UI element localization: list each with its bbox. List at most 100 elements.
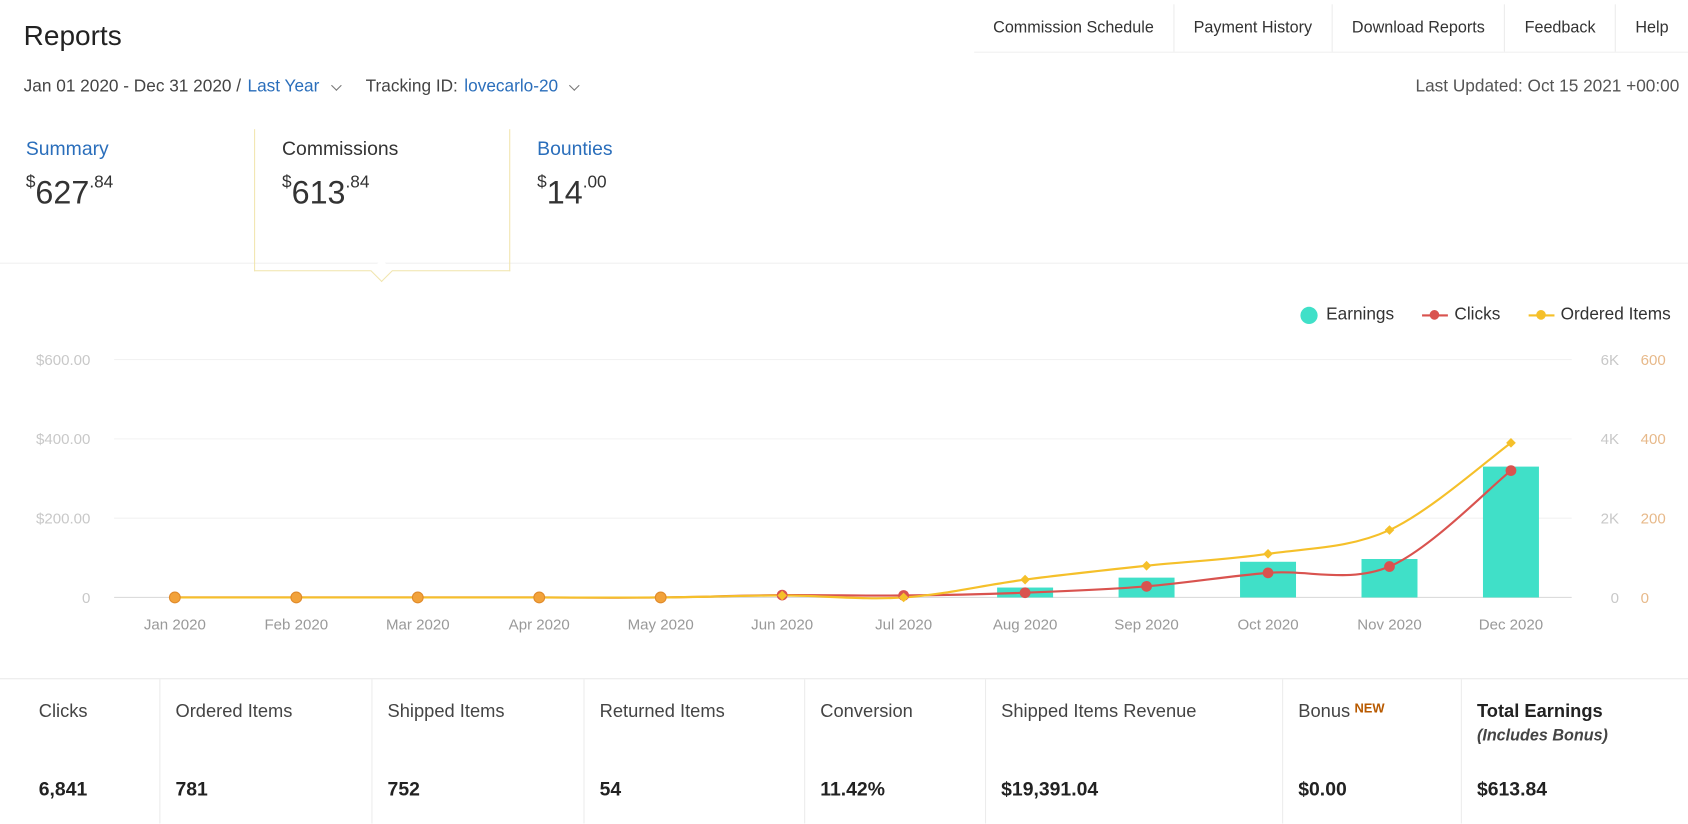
y-left-tick-label: $400.00 [36, 431, 90, 448]
nav-payment-history[interactable]: Payment History [1173, 4, 1331, 52]
nav-download-reports[interactable]: Download Reports [1331, 4, 1504, 52]
stat-label: Shipped Items [387, 700, 505, 722]
summary-cents: .84 [89, 173, 114, 192]
clicks-line-icon [1422, 309, 1448, 322]
tile-summary-value: $627.84 [25, 173, 241, 212]
stat-label: Returned Items [599, 700, 725, 722]
stat-shipped-items: Shipped Items 752 [371, 679, 583, 824]
stat-value: $0.00 [1298, 778, 1347, 800]
chevron-down-icon[interactable] [330, 79, 342, 91]
clicks-line [174, 469, 1512, 599]
x-tick-label: May 2020 [628, 617, 694, 634]
new-badge: NEW [1354, 700, 1385, 716]
stat-clicks: Clicks 6,841 [0, 679, 159, 823]
overlap-point [533, 591, 546, 604]
ordered-items-line [174, 441, 1512, 600]
commissions-cents: .84 [345, 173, 370, 192]
x-tick-label: Apr 2020 [509, 617, 570, 634]
legend-clicks[interactable]: Clicks [1422, 306, 1500, 325]
tile-commissions[interactable]: Commissions $613.84 [254, 129, 511, 283]
ordered-line-icon [1528, 309, 1555, 322]
x-tick-label: Jul 2020 [875, 617, 932, 634]
legend-ordered[interactable]: Ordered Items [1528, 305, 1671, 325]
tracking-id-dropdown[interactable]: lovecarlo-20 [464, 77, 559, 96]
currency-symbol: $ [537, 173, 547, 192]
ordered-items-point [1384, 525, 1395, 535]
tile-summary-label[interactable]: Summary [25, 137, 109, 160]
y-right-ordered-tick-label: 200 [1641, 511, 1666, 528]
tile-bounties-label[interactable]: Bounties [537, 137, 613, 160]
tile-commissions-label: Commissions [282, 137, 399, 160]
clicks-point [1262, 567, 1274, 579]
earnings-dot-icon [1300, 306, 1318, 325]
stat-conversion: Conversion 11.42% [804, 679, 985, 824]
bounties-cents: .00 [582, 173, 607, 192]
stat-label: Clicks [38, 700, 88, 722]
tile-bounties[interactable]: Bounties $14.00 [537, 129, 752, 269]
stat-returned-items: Returned Items 54 [583, 679, 804, 824]
filter-row: Jan 01 2020 - Dec 31 2020 / Last Year Tr… [24, 78, 596, 97]
x-tick-label: Jun 2020 [751, 617, 813, 634]
earnings-bar [1482, 466, 1539, 598]
last-updated: Last Updated: Oct 15 2021 +00:00 [1415, 77, 1680, 96]
nav-help[interactable]: Help [1614, 4, 1688, 52]
stat-value: $19,391.04 [1001, 778, 1099, 800]
stat-value: 781 [175, 778, 208, 800]
legend-earnings-label: Earnings [1326, 305, 1395, 325]
nav-feedback[interactable]: Feedback [1504, 4, 1615, 52]
tile-bounties-value: $14.00 [537, 173, 752, 212]
x-tick-label: Feb 2020 [264, 617, 328, 634]
legend-earnings[interactable]: Earnings [1300, 306, 1394, 325]
ordered-items-point [1263, 548, 1273, 559]
stat-shipped-revenue: Shipped Items Revenue $19,391.04 [984, 679, 1282, 824]
y-right-ordered-tick-label: 400 [1641, 431, 1666, 448]
ordered-items-point [1141, 560, 1152, 571]
clicks-point [1019, 587, 1031, 599]
stat-total-earnings: Total Earnings (Includes Bonus) $613.84 [1460, 679, 1688, 824]
overlap-point [168, 591, 181, 604]
y-right-ordered-tick-label: 600 [1641, 352, 1666, 369]
stat-value: 54 [599, 778, 622, 800]
chevron-down-icon[interactable] [569, 79, 581, 91]
overlap-point [654, 591, 667, 604]
stat-bonus: Bonus NEW $0.00 [1282, 679, 1461, 824]
earnings-bar [1240, 561, 1297, 598]
y-right-clicks-tick-label: 2K [1601, 511, 1619, 528]
y-right-clicks-tick-label: 4K [1601, 431, 1619, 448]
stat-label: Conversion [820, 700, 913, 722]
summary-tiles: Summary $627.84 Commissions $613.84 Boun… [0, 129, 1688, 283]
top-nav: Commission Schedule Payment History Down… [973, 4, 1688, 53]
stats-bar: Clicks 6,841 Ordered Items 781 Shipped I… [0, 678, 1688, 824]
chart-legend: Earnings Clicks Ordered Items [1272, 305, 1671, 325]
x-tick-label: Oct 2020 [1237, 617, 1298, 634]
stat-sublabel: (Includes Bonus) [1476, 726, 1608, 745]
earnings-chart: 0 $200.00 $400.00 $600.00 0 2K 4K 6K 0 200 400 600 J… [36, 352, 1666, 634]
y-left-tick-label: $200.00 [36, 511, 90, 528]
clicks-point [1141, 580, 1152, 592]
page-title: Reports [23, 19, 122, 52]
stat-value: 752 [387, 778, 420, 800]
x-tick-label: Aug 2020 [993, 617, 1058, 634]
x-tick-label: Dec 2020 [1479, 617, 1543, 634]
stat-value: 6,841 [38, 778, 88, 800]
bounties-dollars: 14 [546, 175, 583, 211]
y-right-clicks-tick-label: 6K [1601, 352, 1619, 369]
x-tick-label: Nov 2020 [1357, 617, 1421, 634]
clicks-point [1505, 465, 1517, 476]
date-range: Jan 01 2020 - Dec 31 2020 / [23, 77, 242, 96]
stat-value: $613.84 [1476, 778, 1548, 800]
period-dropdown[interactable]: Last Year [247, 77, 320, 96]
ordered-items-point [1020, 574, 1030, 585]
y-left-tick-label: $600.00 [36, 352, 90, 369]
currency-symbol: $ [282, 173, 292, 192]
stat-value: 11.42% [820, 778, 885, 800]
stat-ordered-items: Ordered Items 781 [159, 679, 371, 824]
tile-commissions-value: $613.84 [282, 173, 509, 212]
nav-commission-schedule[interactable]: Commission Schedule [993, 18, 1154, 37]
y-left-tick-label: 0 [82, 590, 90, 607]
x-tick-label: Mar 2020 [386, 617, 450, 634]
tile-summary[interactable]: Summary $627.84 [26, 129, 241, 269]
legend-ordered-label: Ordered Items [1560, 305, 1671, 325]
currency-symbol: $ [25, 173, 36, 192]
y-right-ordered-tick-label: 0 [1641, 590, 1649, 607]
